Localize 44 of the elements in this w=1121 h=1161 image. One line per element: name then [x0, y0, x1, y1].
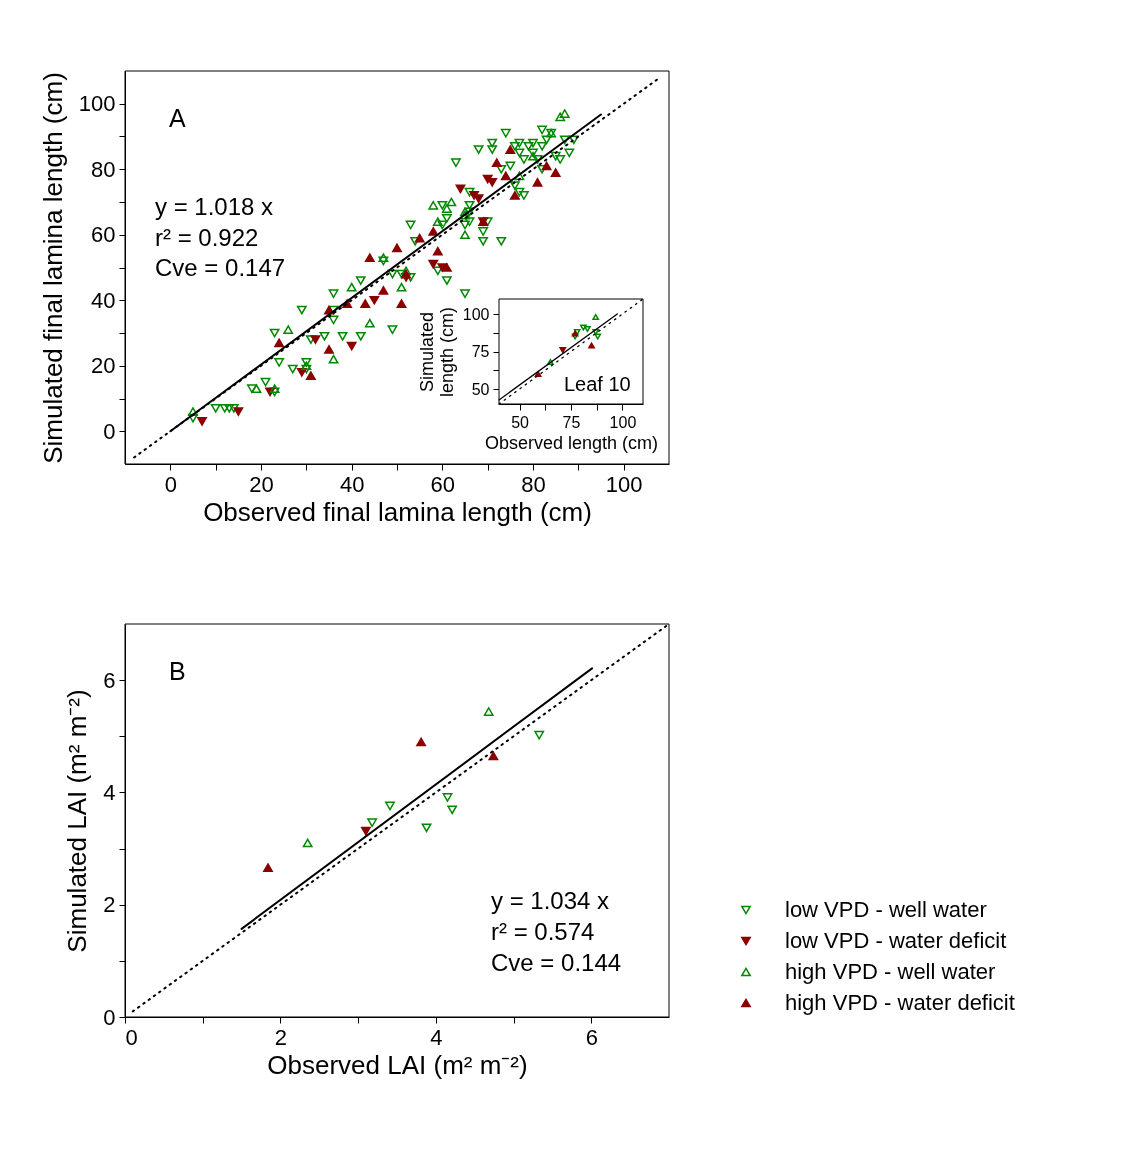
legend-label: low VPD - water deficit: [785, 928, 1007, 953]
y-tick-label: 4: [103, 779, 116, 805]
x-tick-label: 0: [125, 1024, 138, 1050]
annotation: Cve = 0.144: [491, 949, 622, 976]
y-tick-label: 100: [78, 91, 116, 117]
x-tick-label: 0: [164, 471, 177, 497]
y-tick-label: 80: [91, 156, 116, 182]
y-axis-title: Simulated final lamina length (cm): [37, 72, 68, 464]
legend-label: high VPD - well water: [785, 959, 996, 984]
y-tick-label: 2: [103, 892, 116, 918]
legend-label: low VPD - well water: [785, 897, 987, 922]
x-tick-label: 80: [521, 471, 546, 497]
annotation: Cve = 0.147: [155, 254, 286, 281]
y-tick-label: 100: [462, 305, 490, 323]
x-tick-label: 60: [430, 471, 456, 497]
x-tick-label: 6: [585, 1024, 598, 1050]
y-axis-title: Simulated LAI (m² m⁻²): [62, 689, 93, 953]
y-tick-label: 60: [91, 222, 116, 248]
x-tick-label: 40: [339, 471, 365, 497]
y-tick-label: 0: [103, 1004, 116, 1030]
legend-label: high VPD - water deficit: [785, 990, 1015, 1015]
y-tick-label: 40: [91, 287, 116, 313]
annotation: A: [169, 104, 186, 132]
x-tick-label: 100: [605, 471, 643, 497]
x-axis-title: Observed LAI (m² m⁻²): [267, 1049, 528, 1080]
annotation: r² = 0.574: [491, 918, 595, 945]
y-axis-title: Simulated length (cm): [416, 306, 457, 398]
y-tick-label: 50: [471, 380, 490, 398]
x-tick-label: 75: [562, 413, 581, 431]
x-axis-title: Observed final lamina length (cm): [203, 496, 592, 527]
x-tick-label: 50: [511, 413, 530, 431]
x-tick-label: 20: [249, 471, 274, 497]
y-tick-label: 20: [91, 353, 116, 379]
annotation: Leaf 10: [564, 373, 631, 395]
annotation: B: [169, 657, 186, 685]
annotation: y = 1.018 x: [155, 193, 274, 220]
x-tick-label: 2: [274, 1024, 288, 1050]
x-tick-label: 100: [609, 413, 637, 431]
x-tick-label: 4: [430, 1024, 443, 1050]
y-tick-label: 6: [103, 667, 116, 693]
annotation: y = 1.034 x: [491, 887, 610, 914]
y-tick-label: 75: [471, 343, 490, 360]
annotation: r² = 0.922: [155, 224, 259, 251]
x-axis-title: Observed length (cm): [484, 432, 659, 453]
